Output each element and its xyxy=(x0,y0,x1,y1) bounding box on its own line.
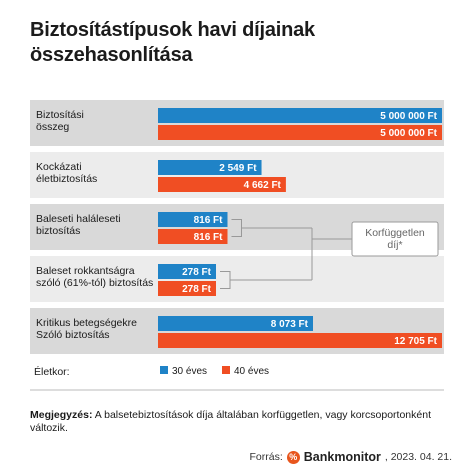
bar xyxy=(158,212,228,227)
bar-value-label: 8 073 Ft xyxy=(271,319,309,330)
source-brand: Bankmonitor xyxy=(303,450,381,464)
bar xyxy=(158,333,442,348)
category-label: szóló (61%-tól) biztosítás xyxy=(36,277,153,289)
bracket-line xyxy=(231,219,242,237)
category-label: Szóló biztosítás xyxy=(36,329,110,341)
source-line: Forrás: % Bankmonitor , 2023. 04. 21. xyxy=(250,450,453,464)
annotation-box xyxy=(351,221,439,257)
bar xyxy=(158,108,442,123)
bar xyxy=(158,177,286,192)
bar xyxy=(158,281,216,296)
category-label: Kockázati xyxy=(36,161,82,173)
category-row-bg xyxy=(30,256,444,302)
source-date: , 2023. 04. 21. xyxy=(384,451,452,463)
bar-value-label: 278 Ft xyxy=(182,267,212,278)
footnote-label: Megjegyzés: xyxy=(30,409,93,421)
bankmonitor-logo-icon: % xyxy=(286,450,300,464)
bar xyxy=(158,229,228,244)
annotation-label: díj* xyxy=(387,239,402,251)
bar-value-label: 5 000 000 Ft xyxy=(380,111,437,122)
bar xyxy=(158,264,216,279)
category-label: Biztosítási xyxy=(36,109,84,121)
legend-title: Életkor: xyxy=(34,365,70,378)
bar-value-label: 816 Ft xyxy=(194,232,224,243)
source-prefix: Forrás: xyxy=(249,451,283,463)
bar xyxy=(158,160,262,175)
legend-label: 40 éves xyxy=(234,366,269,377)
bar-value-label: 4 662 Ft xyxy=(244,180,282,191)
bar-value-label: 12 705 Ft xyxy=(394,336,437,347)
annotation-label: Korfüggetlen xyxy=(365,227,425,239)
category-label: Baleset rokkantságra xyxy=(36,265,135,277)
category-label: Kritikus betegségekre xyxy=(36,317,137,329)
footnote-text: A balsetebiztosítások díja általában kor… xyxy=(30,409,431,434)
category-label: Baleseti haláleseti xyxy=(36,213,121,225)
bar-value-label: 2 549 Ft xyxy=(219,163,257,174)
bar xyxy=(158,316,313,331)
bar-value-label: 5 000 000 Ft xyxy=(380,128,437,139)
category-label: biztosítás xyxy=(36,225,80,237)
chart-title: Biztosítástípusok havi díjainak összehas… xyxy=(30,19,315,66)
bar-value-label: 278 Ft xyxy=(182,284,212,295)
footnote: Megjegyzés: A balsetebiztosítások díja á… xyxy=(30,409,450,435)
legend-swatch xyxy=(222,366,230,374)
category-label: összeg xyxy=(36,121,69,133)
category-label: életbiztosítás xyxy=(36,173,97,185)
legend-label: 30 éves xyxy=(172,366,207,377)
legend-swatch xyxy=(160,366,168,374)
bar xyxy=(158,125,442,140)
bar-value-label: 816 Ft xyxy=(194,215,224,226)
